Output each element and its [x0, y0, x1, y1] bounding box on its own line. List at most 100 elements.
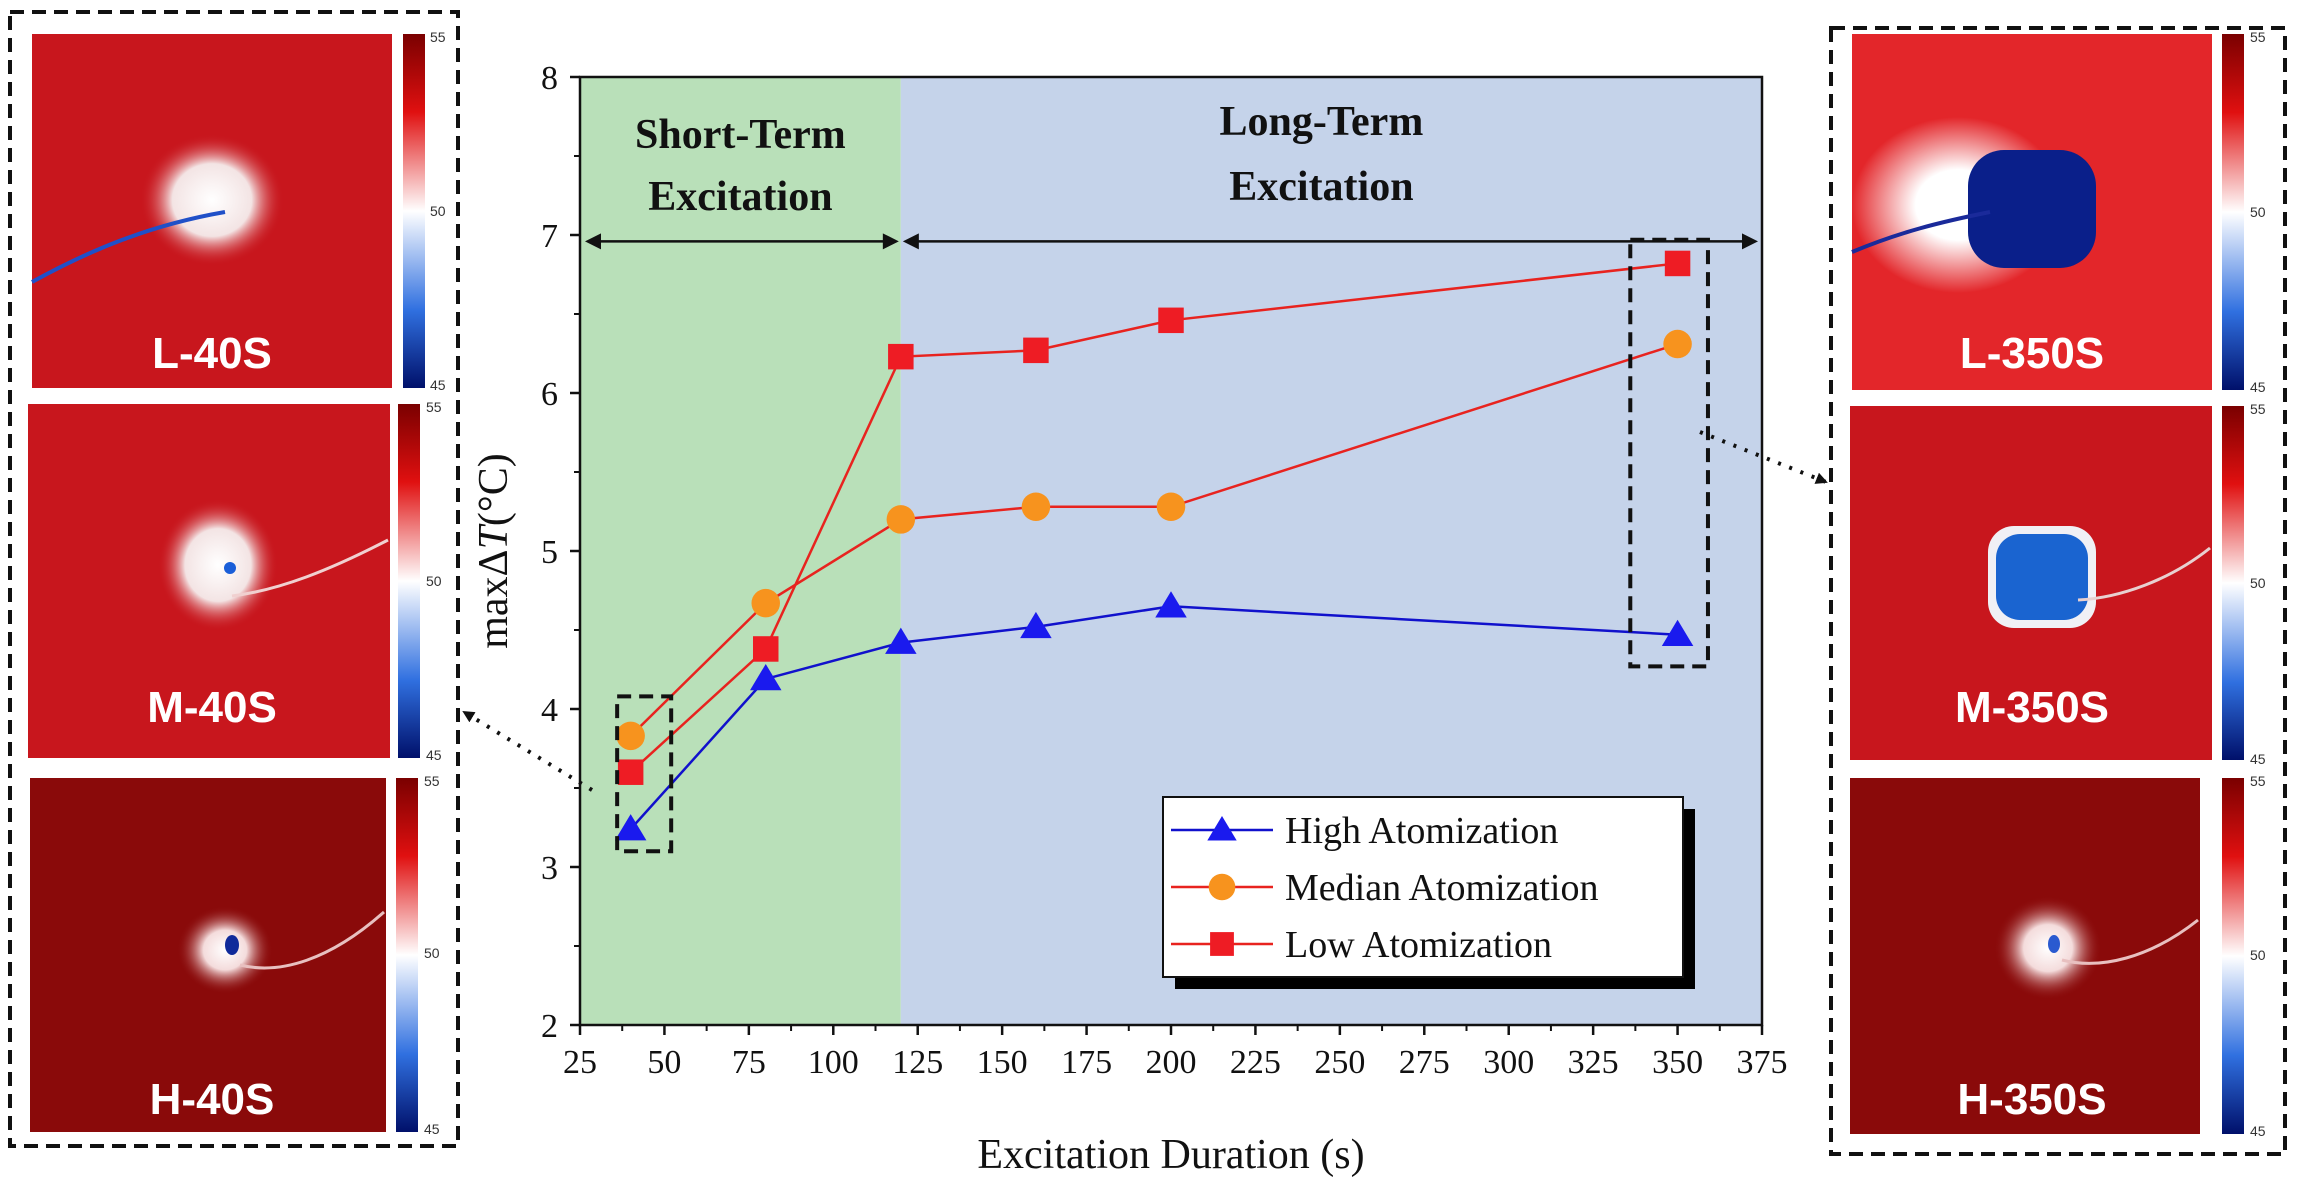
- thumb-label: M-40S: [147, 683, 277, 732]
- legend-item: Median Atomization: [1171, 867, 1598, 909]
- legend-marker: [1207, 816, 1237, 841]
- colorbar-min: 45: [430, 377, 446, 393]
- cold-spot: [1968, 150, 2096, 268]
- x-tick-label: 225: [1230, 1044, 1281, 1081]
- hot-spot: [177, 906, 273, 994]
- probe-tip: [2048, 935, 2060, 953]
- legend-item: High Atomization: [1171, 810, 1558, 852]
- data-point: [1156, 492, 1186, 522]
- thumb-m-40s: 55 50 45 M-40S: [28, 399, 442, 763]
- thumb-label: L-40S: [152, 329, 272, 378]
- y-tick-label: 6: [541, 376, 558, 413]
- arrow-short-term: [585, 233, 899, 250]
- legend: High Atomization Median Atomization Low At…: [1162, 796, 1695, 989]
- legend-marker: [1208, 873, 1236, 901]
- x-tick-label: 325: [1568, 1044, 1619, 1081]
- thumb-l-40s: 55 50 45 L-40S: [31, 29, 446, 393]
- hot-spot: [140, 134, 284, 266]
- y-axis-title: maxΔT(°C): [471, 453, 517, 648]
- thumb-label: L-350S: [1960, 329, 2104, 378]
- thumb-h-350s: 55 50 45 H-350S: [1850, 773, 2266, 1139]
- colorbar-max: 55: [2250, 29, 2266, 45]
- y-tick-label: 4: [541, 692, 558, 729]
- arrow-head-right: [882, 233, 899, 250]
- data-point: [1021, 492, 1051, 522]
- colorbar-mid: 50: [430, 203, 446, 219]
- colorbar: [396, 778, 418, 1132]
- colorbar-mid: 50: [2250, 947, 2266, 963]
- legend-label: Low Atomization: [1285, 924, 1552, 966]
- x-tick-label: 100: [808, 1044, 859, 1081]
- colorbar-max: 55: [2250, 773, 2266, 789]
- legend-item: Low Atomization: [1171, 924, 1552, 966]
- region-labels: Short-Term Excitation Long-Term Excitati…: [635, 99, 1423, 220]
- x-tick-label: 350: [1652, 1044, 1703, 1081]
- colorbar-mid: 50: [2250, 204, 2266, 220]
- y-tick-label: 5: [541, 534, 558, 571]
- colorbar-max: 55: [2250, 401, 2266, 417]
- data-point: [614, 814, 647, 841]
- x-tick-label: 75: [732, 1044, 766, 1081]
- data-point: [616, 721, 645, 751]
- colorbar: [2222, 406, 2244, 760]
- colorbar-max: 55: [424, 773, 440, 789]
- x-tick-label: 150: [977, 1044, 1028, 1081]
- wire: [1851, 210, 1991, 254]
- box-40s: [615, 694, 674, 854]
- series-high-atomization: [614, 591, 1694, 841]
- thumb-label: H-40S: [150, 1075, 275, 1124]
- y-axis-title-prefix: max: [471, 576, 517, 648]
- wire: [2077, 546, 2211, 602]
- hot-spot: [1994, 896, 2102, 1000]
- colorbar-mid: 50: [424, 945, 440, 961]
- box-350s: [1628, 237, 1710, 669]
- y-tick-label: 7: [541, 218, 558, 255]
- colorbar-max: 55: [426, 399, 442, 415]
- data-point: [752, 636, 779, 662]
- y-axis-title-unit: (°C): [471, 453, 517, 526]
- data-point: [888, 343, 914, 370]
- series-line: [629, 342, 1678, 737]
- data-point: [617, 759, 644, 785]
- colorbar-mid: 50: [426, 573, 442, 589]
- thumb-h-40s: 55 50 45 H-40S: [30, 773, 440, 1137]
- data-point: [751, 588, 780, 618]
- x-tick-label: 175: [1061, 1044, 1112, 1081]
- wire: [31, 210, 226, 284]
- wire: [231, 538, 389, 598]
- x-tick-label: 25: [563, 1044, 597, 1081]
- x-tick-label: 125: [892, 1044, 943, 1081]
- axes: 25 50 75 100 125 150 175 200 225 250 275 300 325 350 3…: [541, 60, 1788, 1081]
- x-axis-title: Excitation Duration (s): [977, 1132, 1364, 1178]
- data-point: [1158, 307, 1184, 334]
- data-point: [886, 505, 916, 534]
- region-short-term: [580, 77, 901, 1025]
- x-tick-label: 275: [1399, 1044, 1450, 1081]
- wire: [239, 910, 385, 970]
- region-label-long-term-line1: Long-Term: [1220, 99, 1424, 145]
- probe-tip: [225, 935, 239, 955]
- x-tick-label: 50: [647, 1044, 681, 1081]
- data-point: [1020, 611, 1052, 639]
- y-tick-label: 2: [541, 1008, 558, 1045]
- series-low-atomization: [617, 250, 1691, 785]
- data-point: [1661, 619, 1694, 646]
- arrow-long-term: [902, 233, 1758, 250]
- colorbar-mid: 50: [2250, 575, 2266, 591]
- legend-label: High Atomization: [1285, 810, 1558, 852]
- region-label-short-term-line1: Short-Term: [635, 112, 846, 158]
- series-line: [629, 262, 1678, 774]
- data-point: [749, 663, 782, 691]
- colorbar: [398, 404, 420, 758]
- legend-marker: [1210, 932, 1234, 956]
- thumb-label: M-350S: [1955, 683, 2109, 732]
- colorbar-min: 45: [2250, 379, 2266, 395]
- left-group-frame: [8, 10, 460, 1148]
- wire: [2061, 918, 2199, 965]
- data-point: [1155, 591, 1187, 618]
- series-median-atomization: [616, 329, 1692, 751]
- y-axis-title-var: T: [471, 523, 517, 549]
- x-tick-label: 200: [1146, 1044, 1197, 1081]
- colorbar-min: 45: [2250, 751, 2266, 767]
